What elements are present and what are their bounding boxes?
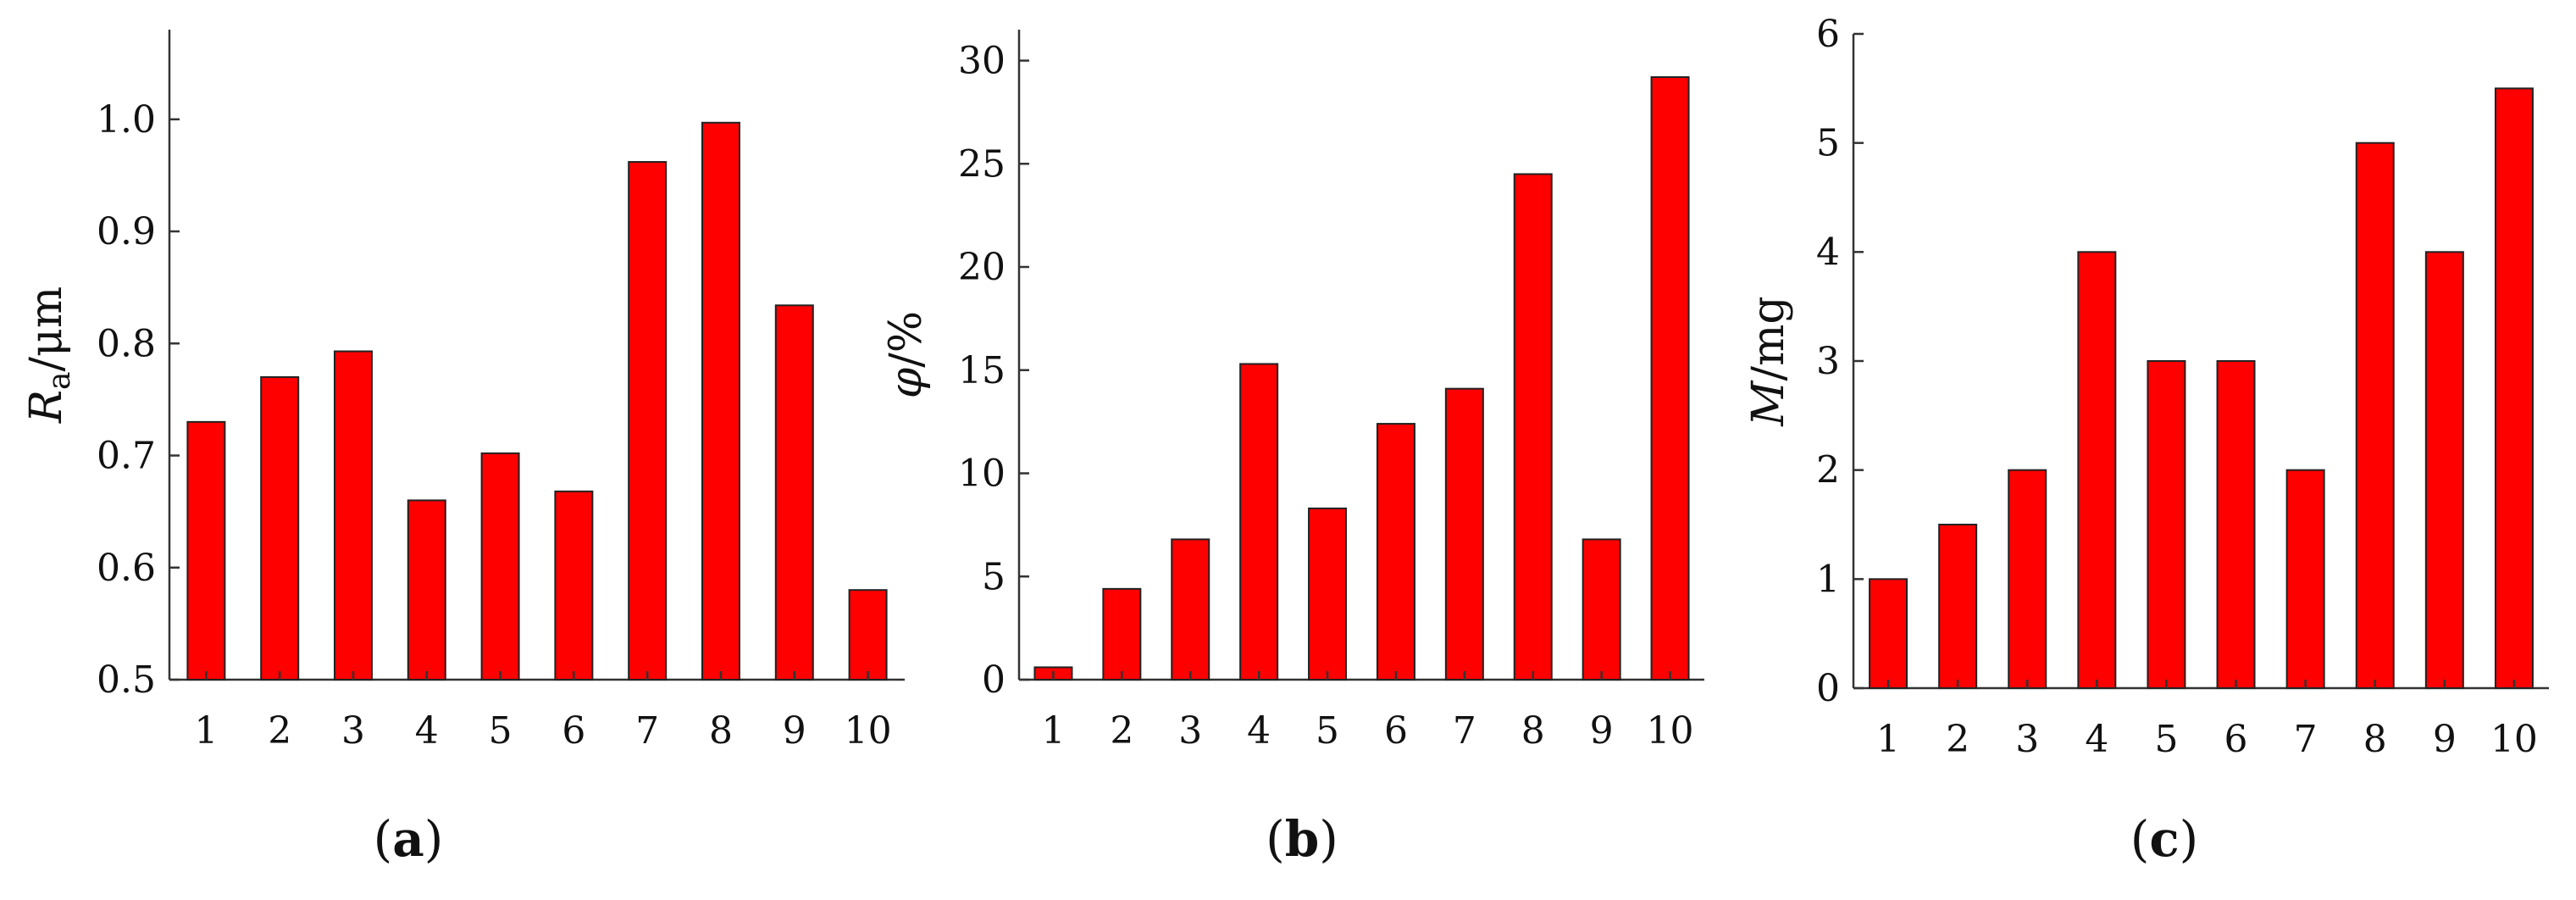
y-tick-label: 1.0 (97, 98, 156, 142)
bar-8 (2355, 142, 2395, 689)
x-tick-label: 7 (1453, 709, 1476, 753)
bar-3 (2008, 469, 2047, 690)
y-tick-label: 0.6 (97, 547, 156, 590)
bar-3 (334, 350, 373, 681)
bar-10 (1650, 76, 1690, 681)
y-tick-label: 1 (1816, 558, 1840, 601)
x-tick-label: 3 (341, 709, 365, 753)
bar-4 (1239, 363, 1279, 681)
y-tick-label: 2 (1816, 449, 1840, 492)
y-axis-title-subscript: a (42, 372, 77, 390)
x-tick-label: 6 (562, 709, 585, 753)
y-axis-title-symbol: φ (881, 367, 932, 398)
y-tick-label: 4 (1816, 231, 1840, 274)
y-tick-label: 25 (958, 142, 1005, 186)
x-tick-label: 9 (783, 709, 806, 753)
bar-7 (1444, 387, 1484, 681)
x-tick-label: 9 (2433, 718, 2457, 761)
y-tick-label: 0.8 (97, 322, 156, 365)
y-tick-label: 0 (1816, 667, 1840, 710)
bar-6 (2216, 360, 2256, 689)
bar-9 (774, 304, 814, 681)
x-tick-label: 10 (2490, 718, 2538, 761)
bar-10 (848, 589, 888, 681)
x-tick-label: 3 (2015, 718, 2039, 761)
y-axis-title-unit: /μm (21, 286, 72, 372)
y-axis-title: M/mg (1743, 296, 1794, 426)
y-tick-label: 10 (958, 453, 1005, 496)
bar-9 (2424, 251, 2464, 690)
x-tick-label: 8 (1521, 709, 1545, 753)
x-tick-label: 1 (194, 709, 218, 753)
x-tick-label: 4 (415, 709, 439, 753)
y-tick-label: 0.5 (97, 658, 156, 702)
bar-9 (1582, 538, 1621, 681)
bar-10 (2494, 87, 2534, 690)
bar-2 (260, 375, 300, 681)
y-axis-title-symbol: M (1743, 380, 1794, 427)
bar-6 (1376, 423, 1415, 681)
x-tick-label: 7 (635, 709, 659, 753)
y-tick-label: 3 (1816, 340, 1840, 383)
bar-6 (554, 490, 594, 681)
panel-label: (b) (1266, 810, 1338, 868)
bar-5 (1308, 507, 1348, 681)
x-tick-label: 7 (2294, 718, 2318, 761)
bar-1 (1869, 578, 1908, 689)
y-axis-title-unit: /mg (1743, 296, 1794, 381)
x-tick-label: 2 (268, 709, 291, 753)
bar-7 (2285, 469, 2325, 690)
y-axis-title: Ra/μm (21, 286, 77, 424)
x-tick-label: 5 (489, 709, 512, 753)
bar-8 (1513, 173, 1553, 681)
y-tick-label: 5 (982, 555, 1005, 598)
chart-panel-a: 0.5 0.6 0.7 0.8 0.9 1.0 1 2 3 4 5 6 7 8 9 10 Ra/μm (a) (21, 30, 905, 868)
panel-label: (a) (374, 810, 444, 868)
y-tick-label: 20 (958, 246, 1005, 289)
x-tick-label: 6 (1384, 709, 1408, 753)
bar-2 (1938, 524, 1978, 689)
y-tick-label: 0.7 (97, 435, 156, 478)
panel-label: (c) (2130, 810, 2199, 868)
x-tick-label: 4 (2085, 718, 2108, 761)
x-tick-label: 8 (2363, 718, 2387, 761)
bar-4 (2077, 251, 2117, 690)
x-tick-label: 6 (2224, 718, 2248, 761)
bar-7 (628, 161, 668, 681)
bar-5 (480, 452, 520, 681)
y-axis-title-unit: /% (881, 311, 932, 368)
y-tick-label: 0 (982, 658, 1005, 702)
bar-5 (2147, 360, 2186, 689)
x-tick-label: 1 (1876, 718, 1900, 761)
bar-8 (701, 121, 740, 681)
x-tick-label: 5 (1316, 709, 1339, 753)
x-tick-label: 4 (1247, 709, 1271, 753)
y-tick-label: 5 (1816, 122, 1840, 165)
x-tick-label: 2 (1946, 718, 1969, 761)
x-tick-label: 5 (2154, 718, 2178, 761)
bar-3 (1171, 538, 1210, 681)
x-tick-label: 8 (709, 709, 733, 753)
y-tick-label: 0.9 (97, 210, 156, 253)
bar-1 (186, 420, 226, 681)
y-tick-label: 6 (1816, 13, 1840, 56)
x-tick-label: 3 (1178, 709, 1202, 753)
x-tick-label: 10 (1647, 709, 1694, 753)
bar-2 (1102, 587, 1142, 681)
y-tick-label: 30 (958, 40, 1005, 83)
x-tick-label: 10 (845, 709, 892, 753)
x-tick-label: 1 (1041, 709, 1065, 753)
y-tick-label: 15 (958, 349, 1005, 392)
x-tick-label: 2 (1110, 709, 1133, 753)
y-axis-title: φ/% (881, 311, 932, 398)
y-axis-title-symbol: R (21, 390, 72, 424)
bar-4 (407, 499, 446, 681)
chart-panel-b: 0 5 10 15 20 25 30 1 2 3 4 5 6 7 8 9 10 φ/% (b) (881, 30, 1704, 868)
x-tick-label: 9 (1590, 709, 1614, 753)
